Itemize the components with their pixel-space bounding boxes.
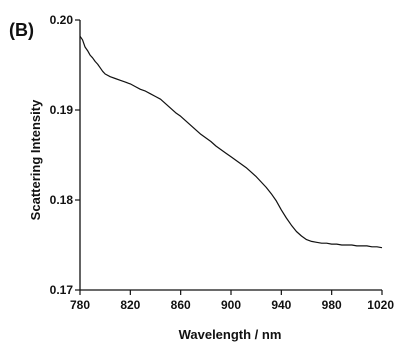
plot-area [79, 20, 382, 291]
x-tick-label: 780 [70, 298, 90, 312]
panel-label: (B) [9, 20, 34, 40]
y-axis-title: Scattering Intensity [28, 99, 43, 220]
x-tick-label: 820 [120, 298, 140, 312]
x-tick-label: 980 [322, 298, 342, 312]
y-tick-label: 0.19 [50, 103, 74, 117]
x-tick-label: 1020 [367, 298, 394, 312]
y-tick-label: 0.17 [50, 283, 74, 297]
y-tick-label: 0.20 [50, 13, 74, 27]
y-ticks: 0.17 0.18 0.19 0.20 [50, 13, 80, 297]
x-axis-title: Wavelength / nm [179, 327, 282, 342]
x-ticks: 780 820 860 900 940 980 1020 [70, 290, 394, 312]
x-tick-label: 860 [171, 298, 191, 312]
x-tick-label: 940 [271, 298, 291, 312]
x-tick-label: 900 [221, 298, 241, 312]
series-line [79, 35, 383, 249]
y-tick-label: 0.18 [50, 193, 74, 207]
